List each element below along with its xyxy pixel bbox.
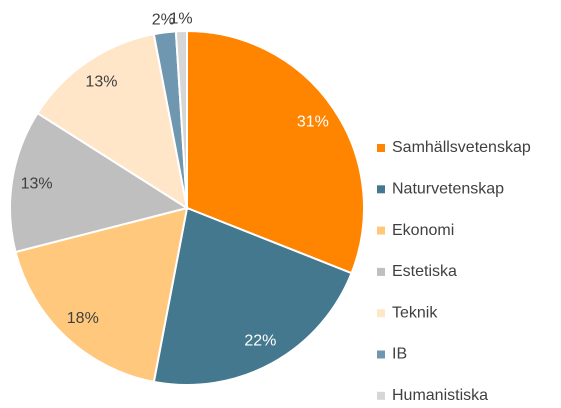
legend-label: Teknik bbox=[392, 304, 438, 321]
data-label: 2% bbox=[152, 12, 175, 29]
legend-swatch bbox=[377, 144, 385, 152]
legend-swatch bbox=[377, 391, 385, 400]
pie-slice bbox=[174, 29, 188, 209]
legend-label: Humanistiska bbox=[392, 387, 488, 404]
data-label: 13% bbox=[21, 175, 53, 192]
data-label: 22% bbox=[244, 333, 276, 350]
legend-label: IB bbox=[392, 346, 407, 363]
data-label: 13% bbox=[85, 73, 117, 90]
pie-slice bbox=[9, 111, 190, 254]
legend-swatch bbox=[377, 267, 385, 276]
legend-swatch bbox=[377, 185, 385, 194]
legend-label: Estetiska bbox=[392, 263, 457, 280]
data-label: 31% bbox=[297, 114, 329, 131]
legend-label: Ekonomi bbox=[392, 222, 454, 239]
legend-swatch bbox=[377, 226, 385, 235]
legend-swatch bbox=[377, 350, 385, 359]
pie-slice bbox=[14, 206, 189, 384]
pie-slice bbox=[186, 29, 365, 275]
legend-swatch bbox=[377, 309, 385, 318]
legend-label: Naturvetenskap bbox=[392, 181, 504, 198]
data-label: 1% bbox=[170, 10, 193, 27]
pie-slice bbox=[36, 32, 189, 211]
pie-slice bbox=[152, 206, 353, 386]
data-label: 18% bbox=[67, 310, 99, 327]
legend-label: Samhällsvetenskap bbox=[392, 139, 531, 156]
